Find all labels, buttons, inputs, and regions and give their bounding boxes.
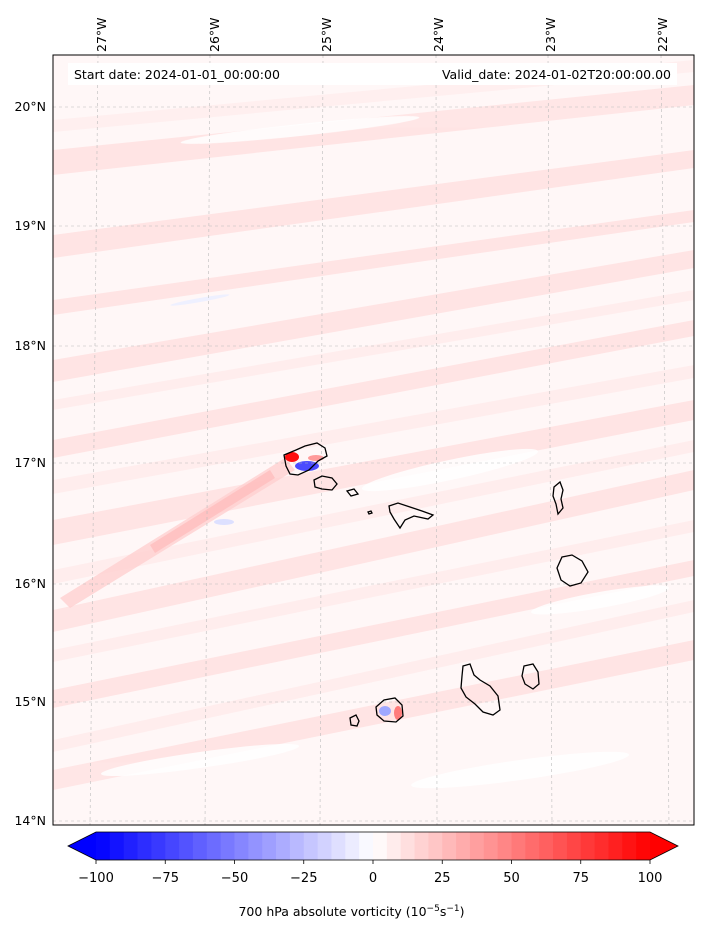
colorbar-ticks: −100 −75 −50 −25 0 25 50 75 100	[78, 860, 662, 886]
island-santiago	[460, 663, 501, 716]
colorbar-segment	[414, 832, 429, 860]
colorbar-segment	[428, 832, 443, 860]
colorbar-label-mid: s	[439, 904, 447, 920]
colorbar-segment	[359, 832, 374, 860]
colorbar-tick-label: −75	[152, 871, 179, 886]
lat-label: 20°N	[14, 99, 46, 114]
colorbar-label-end: )	[459, 904, 465, 920]
colorbar-segment	[137, 832, 152, 860]
colorbar-segment	[262, 832, 277, 860]
map-frame	[52, 54, 695, 826]
island-boa-vista	[556, 554, 589, 587]
colorbar-min-extend	[68, 832, 96, 860]
colorbar-segment	[456, 832, 471, 860]
island-santa-luzia	[345, 488, 360, 497]
colorbar-segment	[276, 832, 291, 860]
colorbar-segment	[386, 832, 402, 860]
colorbar-segment	[234, 832, 249, 860]
colorbar-max-extend	[650, 832, 678, 860]
colorbar-segment	[192, 832, 208, 860]
colorbar-segment	[331, 832, 346, 860]
lat-label: 18°N	[14, 338, 46, 353]
colorbar-segment	[206, 832, 222, 860]
valid-date-label: Valid_date: 2024-01-02T20:00:00.00	[442, 67, 671, 82]
latitude-labels: 20°N 19°N 18°N 17°N 16°N 15°N 14°N	[14, 99, 46, 828]
colorbar-tick-label: 75	[572, 871, 589, 886]
colorbar-segment	[109, 832, 125, 860]
colorbar-label-exp1: −5	[426, 904, 440, 914]
colorbar-segment	[179, 832, 194, 860]
vorticity-field	[53, 55, 694, 825]
colorbar-segment	[317, 832, 333, 860]
colorbar-caption: 700 hPa absolute vorticity (10−5s−1)	[0, 904, 703, 919]
lat-label: 17°N	[14, 455, 46, 470]
colorbar-tick-label: −100	[78, 871, 114, 886]
colorbar-segment	[248, 832, 263, 860]
colorbar-segment	[525, 832, 540, 860]
longitude-labels: 27°W 26°W 25°W 24°W 23°W 22°W	[94, 17, 670, 52]
lat-label: 15°N	[14, 694, 46, 709]
lon-label: 25°W	[319, 17, 334, 52]
colorbar-segment	[96, 832, 111, 860]
colorbar-segment	[123, 832, 139, 860]
colorbar-segment	[539, 832, 554, 860]
colorbar-segment	[580, 832, 596, 860]
island-sao-nicolau	[388, 502, 435, 530]
start-date-label: Start date: 2024-01-01_00:00:00	[74, 67, 280, 82]
colorbar-segment	[289, 832, 305, 860]
lon-label: 26°W	[207, 17, 222, 52]
colorbar-segment	[151, 832, 166, 860]
colorbar-tick-label: −50	[221, 871, 248, 886]
colorbar-segment	[345, 832, 360, 860]
colorbar-segment	[165, 832, 180, 860]
colorbar-segment	[497, 832, 513, 860]
lat-label: 19°N	[14, 218, 46, 233]
colorbar-segment	[608, 832, 623, 860]
colorbar: −100 −75 −50 −25 0 25 50 75 100	[67, 831, 679, 886]
coastlines	[283, 442, 589, 727]
lon-label: 23°W	[543, 17, 558, 52]
island-sal	[552, 480, 564, 516]
island-brava	[349, 714, 360, 727]
colorbar-segment	[594, 832, 610, 860]
colorbar-segment	[483, 832, 499, 860]
colorbar-segment	[511, 832, 526, 860]
lon-label: 24°W	[431, 17, 446, 52]
lat-label: 16°N	[14, 576, 46, 591]
island-santo-antao	[283, 442, 328, 476]
island-maio	[521, 663, 540, 690]
lon-label: 27°W	[94, 17, 109, 52]
colorbar-segments	[96, 832, 651, 860]
colorbar-tick-label: −25	[290, 871, 317, 886]
colorbar-tick-label: 50	[503, 871, 520, 886]
colorbar-segment	[303, 832, 319, 860]
colorbar-label-exp2: −1	[446, 904, 460, 914]
colorbar-tick-label: 0	[369, 871, 377, 886]
colorbar-segment	[566, 832, 582, 860]
island-fogo	[375, 697, 404, 723]
colorbar-tick-label: 100	[638, 871, 663, 886]
lon-label: 22°W	[655, 17, 670, 52]
colorbar-segment	[636, 832, 651, 860]
colorbar-segment	[622, 832, 637, 860]
colorbar-segment	[553, 832, 568, 860]
colorbar-segment	[400, 832, 416, 860]
island-sao-vicente	[313, 475, 338, 491]
island-raso	[367, 510, 373, 515]
colorbar-segment	[469, 832, 485, 860]
colorbar-label-main: 700 hPa absolute vorticity (10	[238, 904, 427, 920]
colorbar-segment	[220, 832, 236, 860]
colorbar-segment	[442, 832, 457, 860]
colorbar-segment	[373, 832, 388, 860]
colorbar-tick-label: 25	[434, 871, 451, 886]
lat-label: 14°N	[14, 813, 46, 828]
